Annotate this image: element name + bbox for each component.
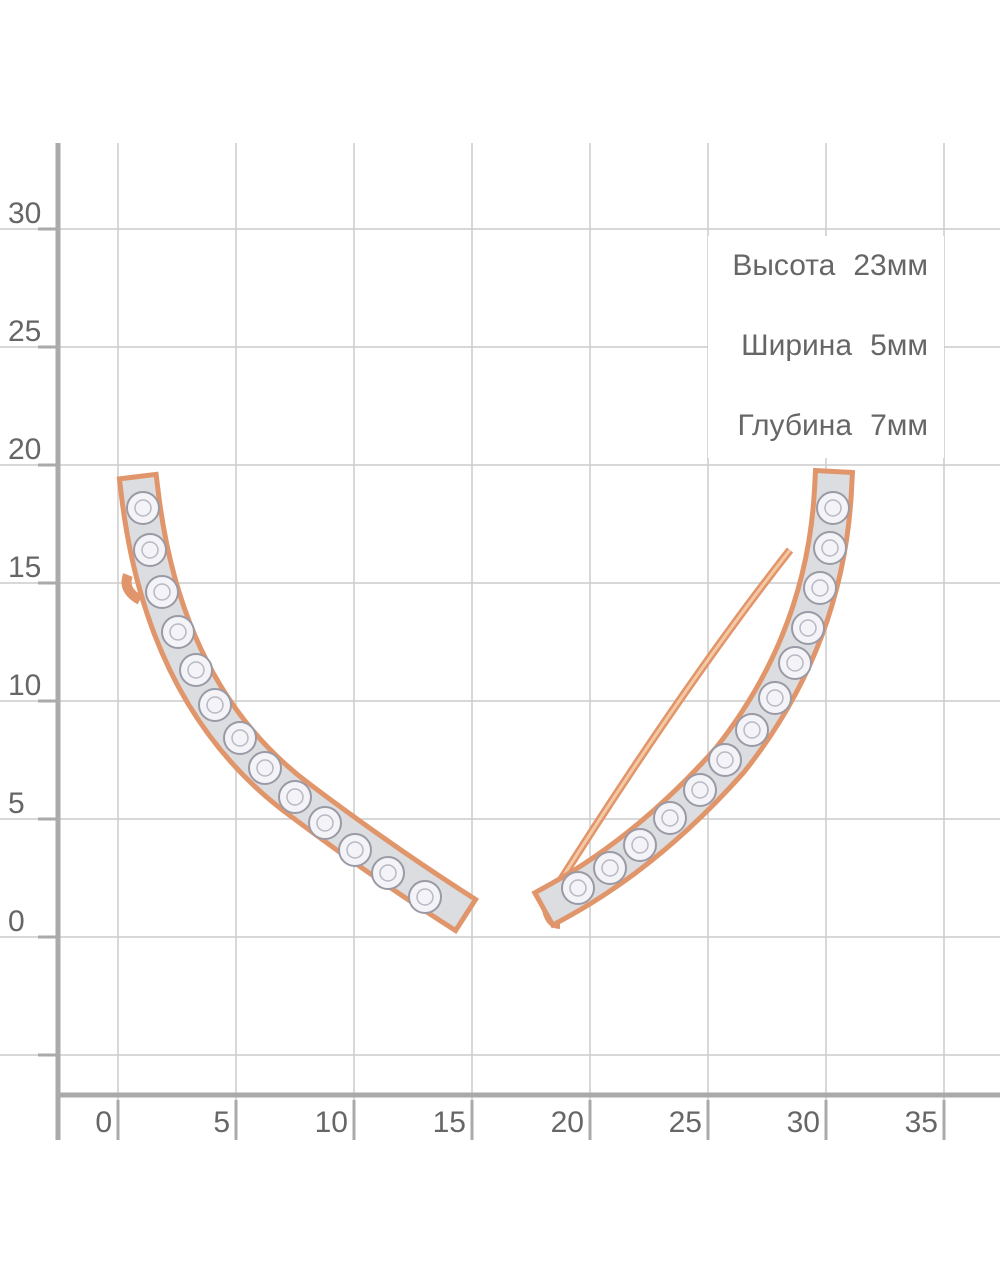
stone-facet xyxy=(569,879,587,897)
stone-facet xyxy=(231,729,249,747)
stone xyxy=(561,871,595,905)
dimension-text: Глубина 7мм xyxy=(737,409,928,442)
stone xyxy=(708,743,742,777)
stone xyxy=(653,801,687,835)
x-tick-label: 15 xyxy=(433,1106,466,1139)
dimension-text: Ширина 5мм xyxy=(741,329,928,362)
x-tick-label: 25 xyxy=(669,1106,702,1139)
stone xyxy=(161,615,195,649)
y-tick-label: 5 xyxy=(8,787,25,820)
stone-facet xyxy=(799,619,817,637)
stone xyxy=(308,806,342,840)
stone xyxy=(735,713,769,747)
stone xyxy=(371,856,405,890)
y-tick-label: 0 xyxy=(8,905,25,938)
dimension-label: Ширина xyxy=(741,329,852,362)
dimension-label: Глубина xyxy=(737,409,852,442)
ear-wire-inner xyxy=(543,549,792,906)
stone-facet xyxy=(346,841,364,859)
stone xyxy=(133,533,167,567)
stone xyxy=(145,575,179,609)
stone xyxy=(338,833,372,867)
dimensions: Высота 23мм Ширина 5мм Глубина 7мм xyxy=(732,249,928,442)
stone-facet xyxy=(379,864,397,882)
dimension-value: 7мм xyxy=(870,409,928,442)
stone-facet xyxy=(141,541,159,559)
stone xyxy=(791,611,825,645)
dimension-label: Высота xyxy=(732,249,835,282)
x-tick-label: 30 xyxy=(787,1106,820,1139)
stone xyxy=(198,688,232,722)
x-tick-label: 10 xyxy=(315,1106,348,1139)
y-tick-label: 25 xyxy=(8,315,41,348)
stone xyxy=(623,828,657,862)
earring-frame xyxy=(116,471,480,935)
stone-facet xyxy=(824,499,842,517)
stone-facet xyxy=(691,781,709,799)
stone xyxy=(126,491,160,525)
x-tick-label: 0 xyxy=(95,1106,112,1139)
stone xyxy=(778,646,812,680)
stone-facet xyxy=(316,814,334,832)
stone xyxy=(278,780,312,814)
stone xyxy=(179,653,213,687)
stone-facet xyxy=(416,888,434,906)
stone-facet xyxy=(187,661,205,679)
ear-wire xyxy=(121,573,143,605)
stone xyxy=(758,681,792,715)
x-tick-label: 20 xyxy=(551,1106,584,1139)
stone-facet xyxy=(716,751,734,769)
y-tick-label: 10 xyxy=(8,669,41,702)
stone-facet xyxy=(206,696,224,714)
stone-facet xyxy=(821,539,839,557)
stone-facet xyxy=(286,788,304,806)
stone-facet xyxy=(601,859,619,877)
stone xyxy=(223,721,257,755)
earring-setting xyxy=(538,473,850,922)
x-tick-label: 5 xyxy=(213,1106,230,1139)
y-tick-label: 15 xyxy=(8,551,41,584)
stone xyxy=(248,751,282,785)
stone-facet xyxy=(661,809,679,827)
stone-facet xyxy=(153,583,171,601)
stone-facet xyxy=(811,579,829,597)
y-tick-label: 20 xyxy=(8,433,41,466)
stone-facet xyxy=(631,836,649,854)
stone-facet xyxy=(256,759,274,777)
stone-facet xyxy=(786,654,804,672)
dimension-value: 5мм xyxy=(870,329,928,362)
stone xyxy=(813,531,847,565)
stone xyxy=(816,491,850,525)
y-tick-label: 30 xyxy=(8,197,41,230)
stone xyxy=(408,880,442,914)
stone-facet xyxy=(169,623,187,641)
stone xyxy=(683,773,717,807)
text-backdrop xyxy=(708,236,944,458)
stone-facet xyxy=(743,721,761,739)
stone xyxy=(593,851,627,885)
x-tick-label: 35 xyxy=(905,1106,938,1139)
stone-facet xyxy=(766,689,784,707)
dimension-text: Высота 23мм xyxy=(732,249,928,282)
earrings xyxy=(116,467,856,935)
dimension-value: 23мм xyxy=(853,249,928,282)
stone-facet xyxy=(134,499,152,517)
stone xyxy=(803,571,837,605)
